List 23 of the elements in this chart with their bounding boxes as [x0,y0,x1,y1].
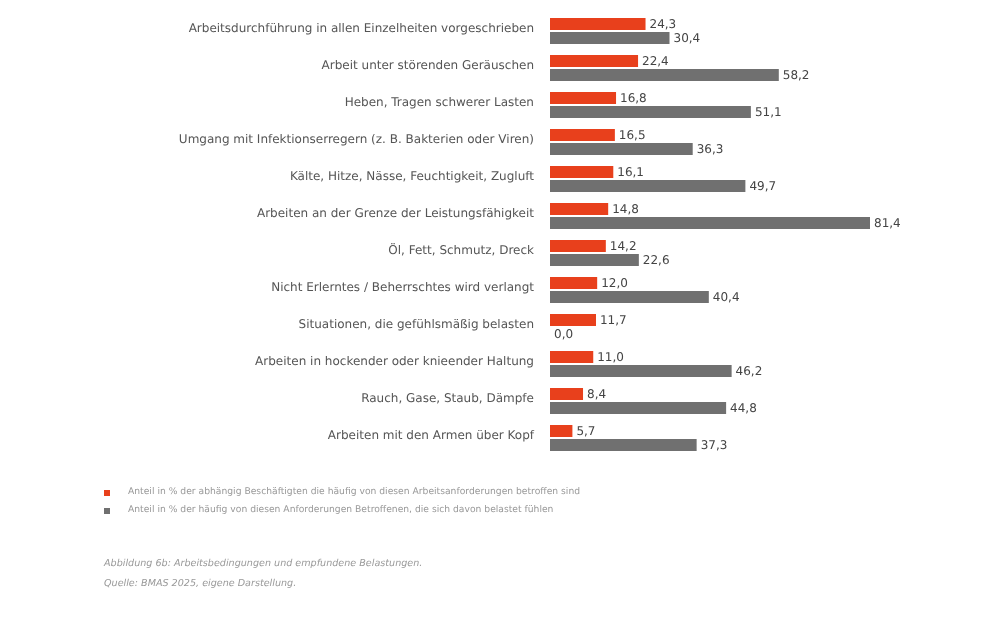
bar [550,277,598,289]
bar [550,291,709,303]
bar [550,18,646,30]
bar [550,351,594,363]
bar [550,240,606,252]
bar [550,314,596,326]
bar [550,203,609,215]
bar [550,143,693,155]
bar [550,425,573,437]
bar [550,180,746,192]
bar [550,166,614,178]
bar [550,129,615,141]
bar [550,254,639,266]
bar [550,69,779,81]
bar [550,402,727,414]
bar [550,365,732,377]
bar [550,439,697,451]
bar [550,106,751,118]
bar [550,217,870,229]
bar [550,92,617,104]
bar [550,32,670,44]
bar [550,55,639,67]
bar [550,388,584,400]
